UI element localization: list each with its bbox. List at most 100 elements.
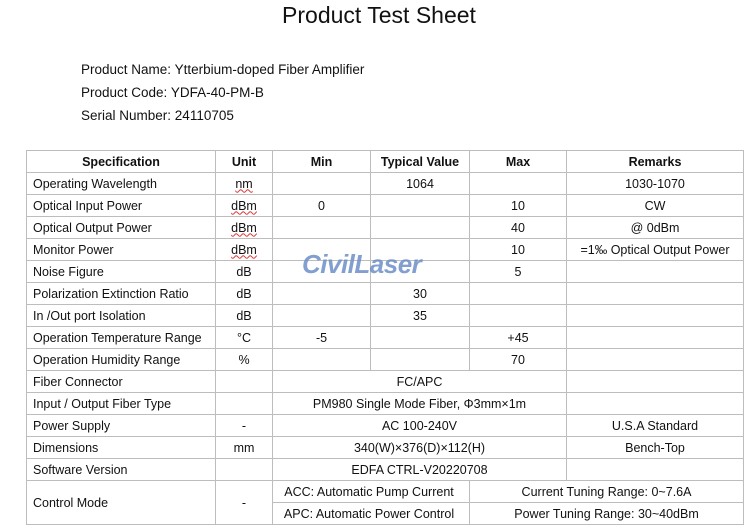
header-row: Specification Unit Min Typical Value Max Rema… xyxy=(26,150,744,173)
unit-cell xyxy=(215,392,273,415)
remarks-cell xyxy=(566,282,744,305)
value-cell: FC/APC xyxy=(272,370,567,393)
unit-cell xyxy=(215,458,273,481)
unit-cell: mm xyxy=(215,436,273,459)
max-cell: 5 xyxy=(469,260,567,283)
spec-cell: Monitor Power xyxy=(26,238,216,261)
spec-cell: Software Version xyxy=(26,458,216,481)
spec-table: Specification Unit Min Typical Value Max Rema… xyxy=(26,150,744,525)
unit-text: dBm xyxy=(231,242,257,257)
spec-cell: Noise Figure xyxy=(26,260,216,283)
table-row: Operation Humidity Range% 70 xyxy=(26,348,744,371)
table-row: Optical Input Power dBm 0 10 CW xyxy=(26,194,744,217)
spec-cell: Operation Humidity Range xyxy=(26,348,216,371)
min-cell: 0 xyxy=(272,194,371,217)
spec-cell: Input / Output Fiber Type xyxy=(26,392,216,415)
product-name: Product Name: Ytterbium-doped Fiber Ampl… xyxy=(81,62,364,77)
spec-cell: Control Mode xyxy=(26,480,216,525)
value-cell: PM980 Single Mode Fiber, Φ3mm×1m xyxy=(272,392,567,415)
table-row: Operating Wavelength nm 1064 1030-1070 xyxy=(26,172,744,195)
header-max: Max xyxy=(469,150,567,173)
remarks-cell: CW xyxy=(566,194,744,217)
table-row: Fiber Connector FC/APC xyxy=(26,370,744,393)
unit-text: dBm xyxy=(231,198,257,213)
max-cell: 40 xyxy=(469,216,567,239)
max-cell: 10 xyxy=(469,194,567,217)
min-cell xyxy=(272,172,371,195)
remarks-cell: 1030-1070 xyxy=(566,172,744,195)
table-row: Dimensions mm 340(W)×376(D)×112(H) Bench-To… xyxy=(26,436,744,459)
unit-cell: dBm xyxy=(215,194,273,217)
unit-cell: dBm xyxy=(215,238,273,261)
max-cell xyxy=(469,172,567,195)
spec-cell: Optical Output Power xyxy=(26,216,216,239)
typical-cell xyxy=(370,348,470,371)
header-specification: Specification xyxy=(26,150,216,173)
min-cell xyxy=(272,304,371,327)
unit-cell: nm xyxy=(215,172,273,195)
table-row: Power Supply - AC 100-240V U.S.A Standard xyxy=(26,414,744,437)
product-code-value: YDFA-40-PM-B xyxy=(170,85,264,100)
product-name-label: Product Name: xyxy=(81,62,172,77)
remarks-cell: @ 0dBm xyxy=(566,216,744,239)
unit-cell: dB xyxy=(215,260,273,283)
max-cell: 10 xyxy=(469,238,567,261)
unit-cell: °C xyxy=(215,326,273,349)
serial-number-label: Serial Number: xyxy=(81,108,172,123)
max-cell: +45 xyxy=(469,326,567,349)
remarks-cell xyxy=(566,326,744,349)
unit-text: dBm xyxy=(231,220,257,235)
value-cell: EDFA CTRL-V20220708 xyxy=(272,458,567,481)
mode-cell: ACC: Automatic Pump Current xyxy=(272,480,470,503)
typical-cell: 35 xyxy=(370,304,470,327)
unit-cell: % xyxy=(215,348,273,371)
unit-cell: dBm xyxy=(215,216,273,239)
spec-cell: Optical Input Power xyxy=(26,194,216,217)
unit-cell: - xyxy=(215,480,273,525)
unit-text: nm xyxy=(235,176,253,191)
header-remarks: Remarks xyxy=(566,150,744,173)
remarks-cell: U.S.A Standard xyxy=(566,414,744,437)
spec-cell: Polarization Extinction Ratio xyxy=(26,282,216,305)
remarks-cell xyxy=(566,370,744,393)
min-cell: -5 xyxy=(272,326,371,349)
remarks-cell xyxy=(566,304,744,327)
spec-cell: Operating Wavelength xyxy=(26,172,216,195)
spec-cell: In /Out port Isolation xyxy=(26,304,216,327)
typical-cell xyxy=(370,216,470,239)
remarks-cell xyxy=(566,260,744,283)
typical-cell: 30 xyxy=(370,282,470,305)
max-cell xyxy=(469,304,567,327)
remarks-cell xyxy=(566,348,744,371)
table-row: In /Out port Isolation dB 35 xyxy=(26,304,744,327)
watermark-logo: CivilLaser xyxy=(302,249,422,279)
range-cell: Current Tuning Range: 0~7.6A xyxy=(469,480,744,503)
product-code: Product Code: YDFA-40-PM-B xyxy=(81,85,264,100)
table-row: Optical Output Power dBm 40 @ 0dBm xyxy=(26,216,744,239)
table-row: Operation Temperature Range °C -5 +45 xyxy=(26,326,744,349)
spec-cell: Fiber Connector xyxy=(26,370,216,393)
value-cell: 340(W)×376(D)×112(H) xyxy=(272,436,567,459)
spec-cell: Power Supply xyxy=(26,414,216,437)
unit-cell xyxy=(215,370,273,393)
product-code-label: Product Code: xyxy=(81,85,168,100)
table-row: Control Mode - ACC: Automatic Pump Current… xyxy=(26,480,744,525)
serial-number: Serial Number: 24110705 xyxy=(81,108,234,123)
min-cell xyxy=(272,348,371,371)
serial-number-value: 24110705 xyxy=(174,108,234,123)
typical-cell: 1064 xyxy=(370,172,470,195)
table-row: Software Version EDFA CTRL-V20220708 xyxy=(26,458,744,481)
remarks-cell xyxy=(566,458,744,481)
typical-cell xyxy=(370,194,470,217)
max-cell: 70 xyxy=(469,348,567,371)
remarks-cell: Bench-Top xyxy=(566,436,744,459)
header-typical-value: Typical Value xyxy=(370,150,470,173)
header-unit: Unit xyxy=(215,150,273,173)
table-row: Monitor Power dBm 10 =1‰ Optical Output Pow… xyxy=(26,238,744,261)
remarks-cell: =1‰ Optical Output Power xyxy=(566,238,744,261)
spec-cell: Operation Temperature Range xyxy=(26,326,216,349)
remarks-cell xyxy=(566,392,744,415)
unit-cell: dB xyxy=(215,304,273,327)
header-min: Min xyxy=(272,150,371,173)
table-row: Polarization Extinction Ratio dB 30 xyxy=(26,282,744,305)
